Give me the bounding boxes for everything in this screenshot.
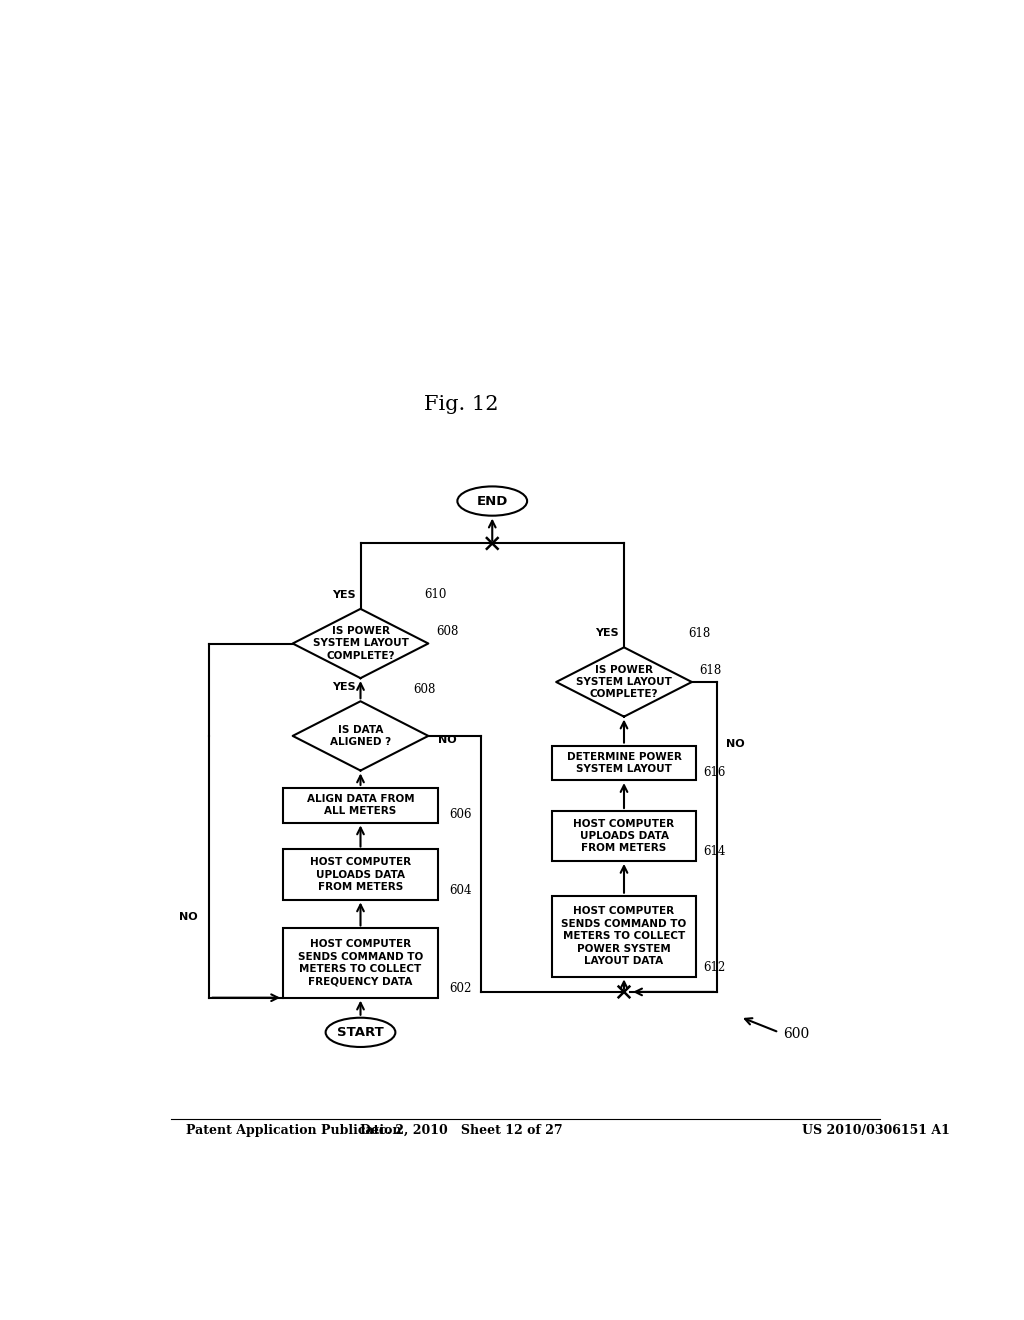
Text: 618: 618 <box>699 664 722 677</box>
Text: 606: 606 <box>450 808 472 821</box>
Text: 608: 608 <box>413 684 435 696</box>
Text: 608: 608 <box>436 626 459 639</box>
Text: DETERMINE POWER
SYSTEM LAYOUT: DETERMINE POWER SYSTEM LAYOUT <box>566 751 681 774</box>
Text: 600: 600 <box>783 1027 809 1041</box>
Text: IS POWER
SYSTEM LAYOUT
COMPLETE?: IS POWER SYSTEM LAYOUT COMPLETE? <box>577 664 672 700</box>
Ellipse shape <box>458 487 527 516</box>
Text: NO: NO <box>438 735 457 744</box>
Text: HOST COMPUTER
SENDS COMMAND TO
METERS TO COLLECT
FREQUENCY DATA: HOST COMPUTER SENDS COMMAND TO METERS TO… <box>298 940 423 986</box>
Bar <box>552 810 695 861</box>
Text: IS POWER
SYSTEM LAYOUT
COMPLETE?: IS POWER SYSTEM LAYOUT COMPLETE? <box>312 626 409 661</box>
Text: 616: 616 <box>703 766 726 779</box>
Text: HOST COMPUTER
UPLOADS DATA
FROM METERS: HOST COMPUTER UPLOADS DATA FROM METERS <box>573 818 675 854</box>
Text: END: END <box>476 495 508 508</box>
Text: YES: YES <box>595 628 618 639</box>
Text: 604: 604 <box>450 884 472 896</box>
Polygon shape <box>293 609 428 678</box>
Text: Patent Application Publication: Patent Application Publication <box>186 1123 401 1137</box>
Text: IS DATA
ALIGNED ?: IS DATA ALIGNED ? <box>330 725 391 747</box>
Text: 602: 602 <box>450 982 472 995</box>
Text: HOST COMPUTER
SENDS COMMAND TO
METERS TO COLLECT
POWER SYSTEM
LAYOUT DATA: HOST COMPUTER SENDS COMMAND TO METERS TO… <box>561 907 687 966</box>
Text: Dec. 2, 2010   Sheet 12 of 27: Dec. 2, 2010 Sheet 12 of 27 <box>360 1123 562 1137</box>
Text: START: START <box>337 1026 384 1039</box>
Bar <box>552 746 695 780</box>
Text: HOST COMPUTER
UPLOADS DATA
FROM METERS: HOST COMPUTER UPLOADS DATA FROM METERS <box>310 857 411 892</box>
Ellipse shape <box>326 1018 395 1047</box>
Text: ALIGN DATA FROM
ALL METERS: ALIGN DATA FROM ALL METERS <box>306 795 415 816</box>
Text: NO: NO <box>726 739 744 748</box>
Text: YES: YES <box>332 682 355 693</box>
Bar <box>552 896 695 977</box>
Polygon shape <box>556 647 692 717</box>
Text: US 2010/0306151 A1: US 2010/0306151 A1 <box>802 1123 950 1137</box>
Text: Fig. 12: Fig. 12 <box>424 395 499 414</box>
Bar <box>283 788 438 822</box>
Text: 610: 610 <box>424 589 446 602</box>
Text: 612: 612 <box>703 961 726 974</box>
Bar <box>283 850 438 899</box>
Bar <box>283 928 438 998</box>
Text: 618: 618 <box>688 627 711 640</box>
Text: NO: NO <box>179 912 198 921</box>
Polygon shape <box>293 701 428 771</box>
Text: YES: YES <box>332 590 355 601</box>
Text: 614: 614 <box>703 845 726 858</box>
